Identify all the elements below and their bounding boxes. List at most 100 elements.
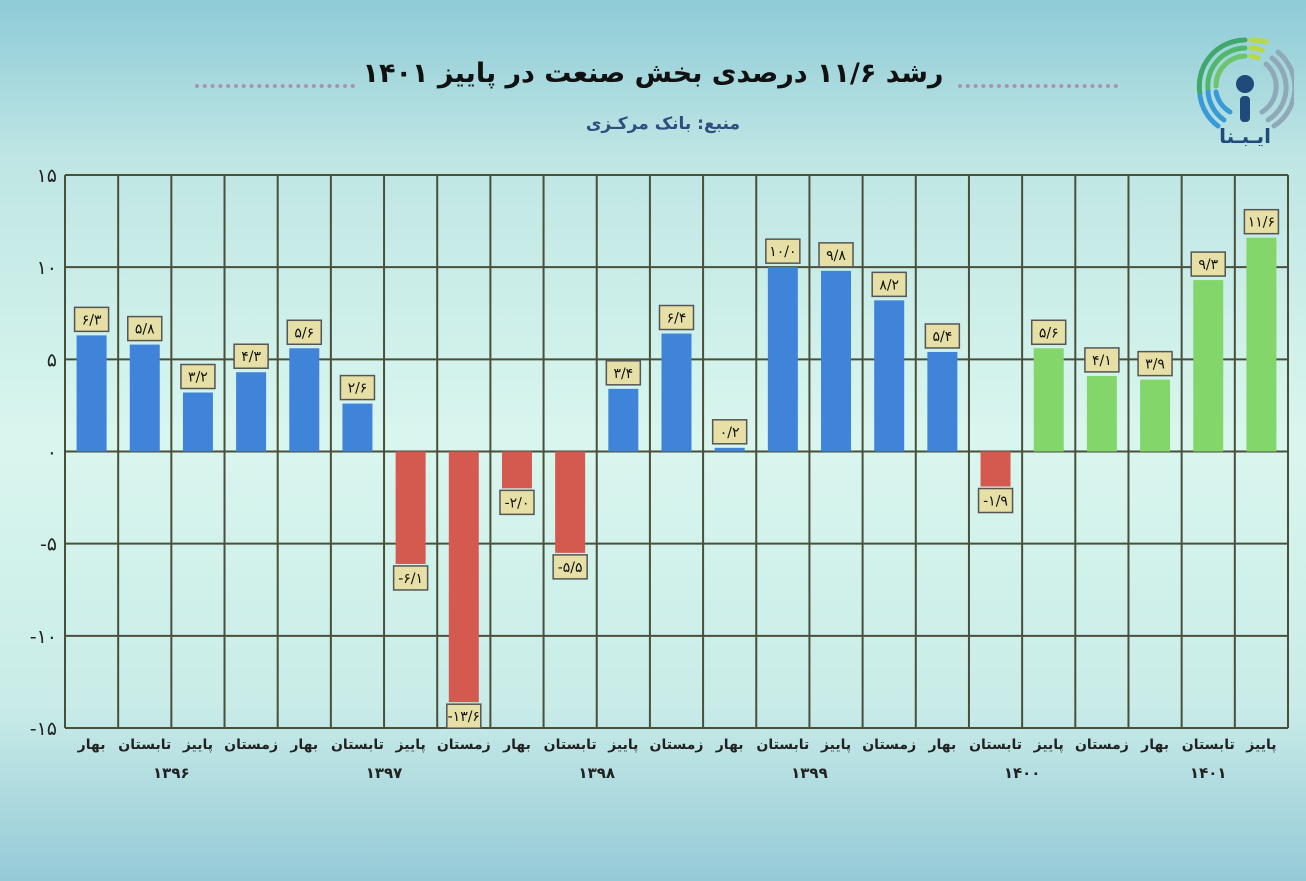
data-label: -۱۳/۶: [448, 709, 480, 725]
x-tick-label: تابستان: [756, 737, 809, 753]
x-tick-label: بهار: [927, 737, 956, 753]
x-tick-label: پاییز: [820, 737, 851, 753]
bar: [767, 267, 798, 452]
bar: [448, 451, 479, 703]
x-tick-label: تابستان: [1182, 737, 1235, 753]
data-label-box: [924, 323, 961, 349]
year-label: ۱۳۹۷: [366, 764, 403, 782]
title-dots-right: [958, 84, 1118, 88]
bar: [76, 335, 107, 452]
y-tick-label: ۵: [47, 349, 57, 371]
data-label: -۵/۵: [558, 560, 583, 576]
x-tick-label: بهار: [1140, 737, 1169, 753]
data-label-box: [552, 554, 588, 580]
data-label-box: [499, 489, 535, 516]
x-tick-label: پاییز: [395, 737, 426, 753]
data-label-box: [658, 304, 695, 331]
x-tick-label: تابستان: [969, 737, 1022, 753]
x-tick-label: زمستان: [650, 737, 704, 753]
data-label-box: [1190, 251, 1226, 277]
data-label-box: [977, 487, 1014, 514]
data-label-box: [1243, 208, 1280, 235]
data-label: ۹/۳: [1198, 257, 1218, 273]
data-label-box: [818, 242, 854, 268]
data-label-box: [127, 315, 163, 342]
data-label-box: [711, 419, 748, 445]
chart-subtitle: منبع: بانک مرکـزی: [585, 114, 740, 134]
bar: [289, 348, 320, 452]
data-label-box: [1030, 319, 1067, 346]
data-label-box: [765, 238, 801, 264]
chart-title: رشد ۱۱/۶ درصدی بخش صنعت در پاییز ۱۴۰۱: [362, 58, 944, 89]
data-label: ۳/۴: [613, 366, 633, 382]
x-tick-label: پاییز: [182, 737, 213, 753]
logo-text: ایـبِـنا: [1219, 124, 1271, 146]
data-label-box: [392, 565, 429, 591]
year-label: ۱۳۹۶: [153, 764, 190, 782]
x-tick-label: تابستان: [331, 737, 384, 753]
data-label: ۶/۴: [667, 311, 687, 327]
data-label: ۰/۲: [720, 425, 740, 441]
y-tick-label: ۱۰: [37, 257, 57, 279]
bar: [661, 333, 692, 452]
x-tick-label: بهار: [715, 737, 744, 753]
data-label-box: [446, 703, 482, 729]
x-tick-label: زمستان: [224, 737, 278, 753]
title-dots-left: [195, 84, 355, 88]
data-label-box: [1137, 350, 1173, 377]
bar: [182, 392, 213, 452]
y-tick-label: -۱۵: [30, 718, 57, 740]
data-label: ۵/۸: [135, 322, 155, 338]
x-tick-label: بهار: [289, 737, 318, 753]
x-tick-label: زمستان: [437, 737, 491, 753]
bar: [1033, 348, 1064, 452]
data-label: ۲/۶: [348, 381, 368, 397]
y-tick-label: ۰: [47, 442, 57, 464]
bar: [501, 451, 532, 489]
year-label: ۱۴۰۰: [1004, 764, 1041, 782]
x-tick-label: بهار: [502, 737, 531, 753]
y-tick-label: -۵: [40, 534, 57, 556]
x-tick-label: زمستان: [1075, 737, 1129, 753]
data-label: ۱۱/۶: [1248, 215, 1275, 231]
year-label: ۱۳۹۸: [578, 764, 615, 782]
x-tick-label: تابستان: [118, 737, 171, 753]
data-label: ۳/۲: [188, 370, 208, 386]
bar: [1246, 237, 1277, 452]
x-tick-label: پاییز: [1033, 737, 1064, 753]
data-label-box: [871, 271, 907, 298]
data-label: ۳/۹: [1145, 357, 1165, 373]
bar: [129, 344, 160, 452]
bar: [342, 403, 373, 452]
data-label-box: [1084, 347, 1120, 373]
data-label: ۶/۳: [82, 312, 102, 328]
data-label: ۵/۶: [1039, 325, 1059, 341]
bar: [874, 300, 905, 452]
y-tick-label: ۱۵: [37, 165, 57, 187]
data-label: -۶/۱: [398, 571, 423, 587]
bar: [236, 372, 267, 452]
data-label-box: [286, 319, 323, 346]
data-label: ۵/۶: [294, 325, 314, 341]
data-label: -۱/۹: [983, 494, 1008, 510]
data-label-box: [73, 306, 110, 333]
year-label: ۱۴۰۱: [1190, 764, 1227, 782]
bar: [555, 451, 586, 553]
data-label: ۱۰/۰: [769, 244, 796, 260]
data-label: ۸/۲: [879, 277, 899, 293]
data-label: ۵/۴: [932, 329, 952, 345]
bar: [1086, 375, 1117, 452]
x-tick-label: زمستان: [862, 737, 916, 753]
bar: [927, 351, 958, 452]
data-label: ۴/۱: [1092, 353, 1112, 369]
x-tick-label: پاییز: [1245, 737, 1276, 753]
bar: [608, 388, 639, 452]
data-label-box: [233, 343, 269, 369]
x-tick-label: تابستان: [544, 737, 597, 753]
bar: [1140, 379, 1171, 452]
ibna-logo: ایـبِـنا: [1196, 37, 1294, 146]
bar: [821, 270, 852, 452]
data-label-box: [180, 363, 216, 390]
bar: [714, 447, 745, 452]
